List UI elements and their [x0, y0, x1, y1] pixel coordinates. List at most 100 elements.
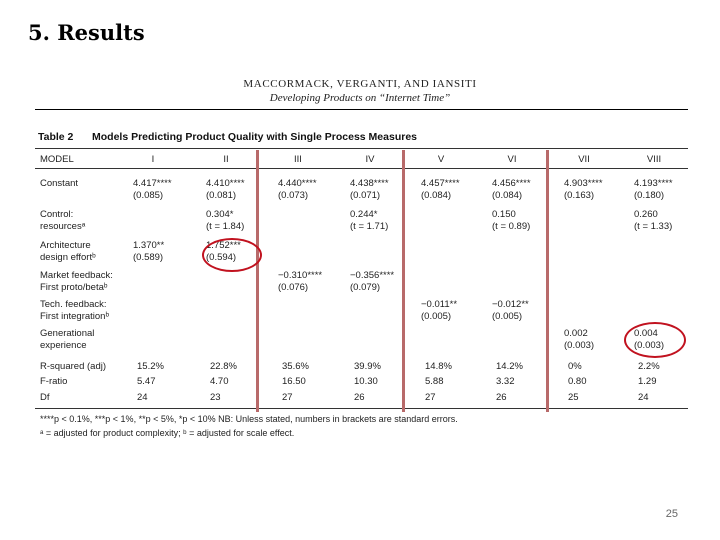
column-header: IV	[365, 154, 375, 165]
row-label: experience	[40, 340, 87, 351]
table-rule-bottom	[35, 408, 688, 409]
stat-value: 23	[210, 392, 221, 403]
column-header: II	[223, 154, 229, 165]
row-label: Generational	[40, 328, 95, 339]
header-rule	[35, 109, 688, 110]
column-header: I	[151, 154, 155, 165]
table-rule-top	[35, 148, 688, 149]
row-label: design effortᵇ	[40, 252, 96, 263]
row-label: Market feedback:	[40, 270, 113, 281]
page-number: 25	[665, 508, 678, 520]
stat-value: 27	[282, 392, 293, 403]
table-cell: (0.081)	[206, 190, 237, 201]
table-cell: 4.456****	[492, 178, 531, 189]
table-cell: (0.073)	[278, 190, 309, 201]
stat-value: 24	[638, 392, 649, 403]
stat-value: 14.8%	[425, 361, 452, 372]
table-cell: 4.438****	[350, 178, 389, 189]
table-cell: −0.011**	[421, 299, 458, 310]
column-header: VII	[578, 154, 590, 165]
table-cell: (0.071)	[350, 190, 381, 201]
paper-authors: MACCORMACK, VERGANTI, AND IANSITI	[243, 78, 477, 90]
stat-value: 5.47	[137, 376, 156, 387]
row-label: resourcesᵃ	[40, 221, 86, 232]
row-label: Tech. feedback:	[40, 299, 107, 310]
table-cell: (0.085)	[133, 190, 164, 201]
table-cell: −0.012**	[492, 299, 529, 310]
column-header: VI	[507, 154, 517, 165]
table-cell: 4.193****	[634, 178, 673, 189]
table-cell: 1.370**	[133, 240, 165, 251]
table-cell: 0.304*	[206, 209, 234, 220]
stat-value: 27	[425, 392, 436, 403]
stat-value: 5.88	[425, 376, 444, 387]
paper-subtitle: Developing Products on “Internet Time”	[269, 92, 451, 104]
column-divider	[546, 150, 549, 412]
table-cell: −0.356****	[350, 270, 395, 281]
stat-value: 14.2%	[496, 361, 523, 372]
stat-value: 26	[496, 392, 507, 403]
column-divider	[402, 150, 405, 412]
column-header: V	[437, 154, 445, 165]
stat-value: 2.2%	[638, 361, 660, 372]
stat-value: 4.70	[210, 376, 229, 387]
model-header: MODEL	[40, 154, 74, 165]
table-cell: (t = 1.84)	[206, 221, 245, 232]
table-cell: 0.260	[634, 209, 658, 220]
table-caption-text: Models Predicting Product Quality with S…	[92, 131, 417, 143]
table-cell: (0.076)	[278, 282, 309, 293]
stat-value: 24	[137, 392, 148, 403]
table-cell: 4.417****	[133, 178, 172, 189]
footnote-significance: ****p < 0.1%, ***p < 1%, **p < 5%, *p < …	[40, 414, 458, 424]
table-cell: (t = 0.89)	[492, 221, 531, 232]
stat-value: 26	[354, 392, 365, 403]
table-cell: 4.457****	[421, 178, 460, 189]
table-cell: (0.163)	[564, 190, 595, 201]
table-cell: (0.005)	[421, 311, 452, 322]
row-label: First proto/betaᵇ	[40, 282, 108, 293]
row-label: Control:	[40, 209, 74, 220]
column-header: III	[294, 154, 302, 165]
column-divider	[256, 150, 259, 412]
stat-value: 22.8%	[210, 361, 237, 372]
row-label: First integrationᵇ	[40, 311, 110, 322]
stat-value: 3.32	[496, 376, 515, 387]
row-label: Architecture	[40, 240, 91, 251]
table-cell: −0.310****	[278, 270, 323, 281]
stat-value: 25	[568, 392, 579, 403]
slide-title: 5. Results	[28, 20, 145, 45]
table-cell: 0.244*	[350, 209, 378, 220]
table-cell: (0.589)	[133, 252, 164, 263]
stat-value: 1.29	[638, 376, 657, 387]
table-rule-header	[35, 168, 688, 169]
table-label: Table 2	[38, 131, 74, 143]
stat-value: 0%	[568, 361, 582, 372]
table-cell: 0.002	[564, 328, 588, 339]
table-cell: 4.440****	[278, 178, 317, 189]
table-caption: Table 2 Models Predicting Product Quality…	[38, 131, 417, 143]
table-cell: 4.410****	[206, 178, 245, 189]
table-cell: (0.079)	[350, 282, 381, 293]
table-cell: (0.084)	[492, 190, 523, 201]
table-cell: (t = 1.71)	[350, 221, 389, 232]
stat-label: Df	[40, 392, 50, 403]
table-cell: (0.003)	[564, 340, 595, 351]
table-cell: 4.903****	[564, 178, 603, 189]
stat-value: 0.80	[568, 376, 587, 387]
stat-value: 35.6%	[282, 361, 309, 372]
stat-value: 10.30	[354, 376, 378, 387]
footnote-adjustments: ᵃ = adjusted for product complexity; ᵇ =…	[40, 428, 295, 438]
column-header: VIII	[646, 154, 662, 165]
stat-value: 16.50	[282, 376, 306, 387]
table-cell: (0.084)	[421, 190, 452, 201]
table-cell: (0.180)	[634, 190, 665, 201]
row-label: Constant	[40, 178, 79, 189]
table-cell: (t = 1.33)	[634, 221, 673, 232]
stat-label: R-squared (adj)	[40, 361, 106, 372]
highlight-oval	[624, 322, 686, 358]
table-cell: (0.005)	[492, 311, 523, 322]
stat-label: F-ratio	[40, 376, 68, 387]
stat-value: 15.2%	[137, 361, 164, 372]
stat-value: 39.9%	[354, 361, 381, 372]
table-cell: 0.150	[492, 209, 516, 220]
